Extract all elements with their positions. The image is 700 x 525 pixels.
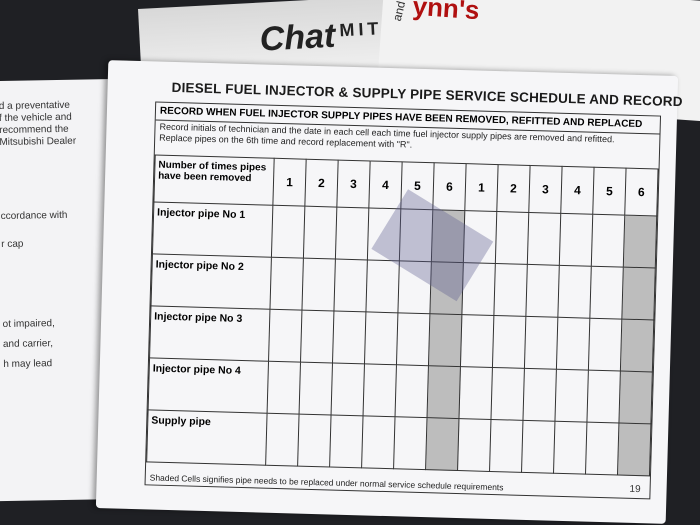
record-cell [363,363,397,417]
record-cell [586,370,621,424]
left-page-line: recommend the [0,123,69,137]
row-label: Injector pipe No 4 [148,357,269,414]
column-header: 4 [368,160,403,209]
record-cell [554,369,589,423]
record-cell [265,413,300,467]
left-page-line: h may lead [3,358,53,371]
record-cell [458,366,493,420]
record-cell [364,311,398,365]
column-header: 6 [624,168,659,217]
record-cell [329,414,364,468]
record-cell [525,264,560,318]
record-cell [365,259,400,313]
record-cell [457,418,491,472]
record-cell [490,367,525,421]
row-label: Injector pipe No 3 [149,305,270,362]
row-label: Injector pipe No 1 [152,201,273,258]
record-cell [521,420,555,474]
record-cell [621,267,656,320]
record-cell [585,422,619,476]
record-cell [489,419,523,473]
record-cell [396,312,430,366]
record-cell [301,258,336,312]
row-label: Supply pipe [146,409,268,466]
column-header: 5 [592,167,627,216]
column-header: 1 [272,158,307,207]
column-header: 4 [560,166,595,215]
column-header: 2 [304,159,339,208]
page-number: 19 [629,483,641,496]
record-cell [591,214,625,268]
column-header: 6 [432,162,467,211]
record-cell [332,311,366,364]
record-cell [620,319,654,372]
record-cell [623,215,657,268]
left-page-line: ccordance with [0,209,68,223]
background-label: Chat [258,16,337,59]
record-cell [269,257,304,311]
left-page-line: r cap [1,238,24,251]
column-header: 1 [464,163,499,212]
record-cell [460,314,494,368]
column-header: 3 [528,165,563,214]
record-cell [524,316,558,370]
background-label: ynn's [411,0,481,26]
record-cell [271,205,305,259]
record-cell [428,313,462,367]
record-box: RECORD WHEN FUEL INJECTOR SUPPLY PIPES H… [144,101,662,500]
left-page-line: ot impaired, [2,318,55,331]
record-cell [425,417,459,471]
record-cell [553,421,587,475]
row-label: Injector pipe No 2 [151,253,272,310]
record-cell [297,414,332,467]
record-cell [427,365,461,419]
left-page-line: f the vehicle and [0,111,72,125]
record-cell [395,364,429,418]
record-cell [361,415,396,469]
record-cell [393,416,428,470]
right-page: DIESEL FUEL INJECTOR & SUPPLY PIPE SERVI… [95,60,683,524]
record-cell [493,263,528,317]
record-cell [495,211,529,265]
column-header: 3 [336,160,371,208]
record-cell [492,315,526,369]
record-cell [559,213,593,267]
record-cell [617,423,651,476]
record-cell [589,266,624,320]
record-cell [267,361,301,415]
record-cell [527,212,561,266]
footnote: Shaded Cells signifies pipe needs to be … [149,472,504,493]
header-label: Number of times pipes have been removed [153,154,275,206]
record-cell [618,371,653,424]
record-cell [331,363,365,416]
record-cell [333,259,368,312]
record-cell [335,207,369,260]
record-cell [299,362,333,415]
record-cell [557,265,592,319]
record-cell [522,368,557,422]
record-cell [588,318,622,372]
left-page-line: d a preventative [0,99,71,113]
record-cell [268,309,302,363]
record-cell [556,317,590,371]
left-page-line: and carrier, [2,338,54,351]
column-header: 2 [496,164,531,213]
record-cell [303,206,337,260]
left-page-line: Mitsubishi Dealer [0,135,77,149]
record-cell [300,310,334,364]
